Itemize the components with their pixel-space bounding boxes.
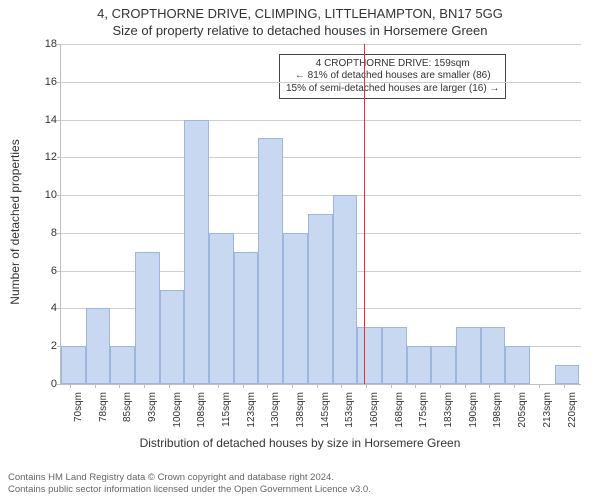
histogram-bar: [283, 233, 308, 384]
reference-vline: [364, 44, 365, 384]
histogram-bar: [333, 195, 358, 384]
histogram-bar: [382, 327, 407, 384]
x-tick-mark: [341, 384, 342, 388]
x-tick-mark: [70, 384, 71, 388]
annotation-line-2: ← 81% of detached houses are smaller (86…: [286, 70, 499, 83]
gridline: [61, 195, 581, 196]
y-tick-label: 14: [31, 114, 57, 126]
x-tick-label: 123sqm: [246, 392, 257, 438]
histogram-bar: [209, 233, 234, 384]
histogram-bar: [234, 252, 259, 384]
x-tick-label: 130sqm: [270, 392, 281, 438]
histogram-bar: [61, 346, 86, 384]
y-tick-mark: [57, 308, 61, 309]
x-tick-label: 108sqm: [196, 392, 207, 438]
y-tick-label: 4: [31, 302, 57, 314]
footer-line-1: Contains HM Land Registry data © Crown c…: [8, 472, 371, 483]
x-tick-mark: [415, 384, 416, 388]
gridline: [61, 44, 581, 45]
y-tick-mark: [57, 120, 61, 121]
x-tick-mark: [514, 384, 515, 388]
x-tick-label: 70sqm: [73, 392, 84, 438]
x-tick-label: 183sqm: [443, 392, 454, 438]
annotation-line-1: 4 CROPTHORNE DRIVE: 159sqm: [286, 58, 499, 71]
x-tick-mark: [218, 384, 219, 388]
x-tick-mark: [440, 384, 441, 388]
y-tick-label: 16: [31, 76, 57, 88]
histogram-bar: [555, 365, 580, 384]
gridline: [61, 157, 581, 158]
histogram-bar: [135, 252, 160, 384]
x-tick-mark: [193, 384, 194, 388]
x-tick-label: 175sqm: [418, 392, 429, 438]
x-tick-mark: [465, 384, 466, 388]
histogram-bar: [160, 290, 185, 384]
x-tick-mark: [489, 384, 490, 388]
histogram-bar: [184, 120, 209, 384]
histogram-bar: [308, 214, 333, 384]
histogram-bar: [456, 327, 481, 384]
y-tick-mark: [57, 233, 61, 234]
reference-annotation-box: 4 CROPTHORNE DRIVE: 159sqm ← 81% of deta…: [279, 54, 506, 100]
y-tick-mark: [57, 271, 61, 272]
y-tick-label: 6: [31, 265, 57, 277]
footer-line-2: Contains public sector information licen…: [8, 484, 371, 495]
x-tick-mark: [317, 384, 318, 388]
x-axis-label: Distribution of detached houses by size …: [0, 436, 600, 450]
y-tick-label: 12: [31, 151, 57, 163]
x-tick-label: 220sqm: [567, 392, 578, 438]
x-tick-label: 160sqm: [369, 392, 380, 438]
x-tick-label: 115sqm: [221, 392, 232, 438]
x-tick-mark: [95, 384, 96, 388]
x-tick-label: 153sqm: [344, 392, 355, 438]
x-tick-mark: [144, 384, 145, 388]
x-tick-mark: [243, 384, 244, 388]
x-tick-label: 190sqm: [468, 392, 479, 438]
x-tick-label: 85sqm: [122, 392, 133, 438]
x-tick-label: 78sqm: [98, 392, 109, 438]
gridline: [61, 82, 581, 83]
histogram-bar: [505, 346, 530, 384]
y-tick-label: 2: [31, 340, 57, 352]
histogram-bar: [110, 346, 135, 384]
x-tick-label: 138sqm: [295, 392, 306, 438]
x-tick-label: 168sqm: [394, 392, 405, 438]
y-tick-mark: [57, 195, 61, 196]
x-tick-mark: [267, 384, 268, 388]
chart-title-line2: Size of property relative to detached ho…: [0, 23, 600, 38]
x-tick-label: 100sqm: [172, 392, 183, 438]
histogram-bar: [481, 327, 506, 384]
y-tick-mark: [57, 44, 61, 45]
x-tick-mark: [564, 384, 565, 388]
x-tick-mark: [119, 384, 120, 388]
histogram-bar: [258, 138, 283, 384]
x-tick-mark: [292, 384, 293, 388]
x-tick-mark: [366, 384, 367, 388]
histogram-plot-area: 4 CROPTHORNE DRIVE: 159sqm ← 81% of deta…: [60, 44, 581, 385]
x-tick-label: 213sqm: [542, 392, 553, 438]
x-tick-label: 93sqm: [147, 392, 158, 438]
x-tick-label: 198sqm: [492, 392, 503, 438]
x-tick-mark: [169, 384, 170, 388]
y-tick-label: 10: [31, 189, 57, 201]
y-tick-label: 0: [31, 378, 57, 390]
histogram-bar: [357, 327, 382, 384]
y-tick-mark: [57, 82, 61, 83]
histogram-bar: [86, 308, 111, 384]
y-tick-label: 8: [31, 227, 57, 239]
histogram-bar: [431, 346, 456, 384]
y-axis-label: Number of detached properties: [8, 92, 22, 352]
x-tick-mark: [539, 384, 540, 388]
chart-title-line1: 4, CROPTHORNE DRIVE, CLIMPING, LITTLEHAM…: [0, 6, 600, 21]
y-tick-mark: [57, 384, 61, 385]
x-tick-label: 145sqm: [320, 392, 331, 438]
attribution-footer: Contains HM Land Registry data © Crown c…: [8, 472, 371, 495]
x-tick-mark: [391, 384, 392, 388]
x-tick-label: 205sqm: [517, 392, 528, 438]
gridline: [61, 120, 581, 121]
y-tick-mark: [57, 157, 61, 158]
histogram-bar: [407, 346, 432, 384]
y-tick-label: 18: [31, 38, 57, 50]
annotation-line-3: 15% of semi-detached houses are larger (…: [286, 83, 499, 96]
